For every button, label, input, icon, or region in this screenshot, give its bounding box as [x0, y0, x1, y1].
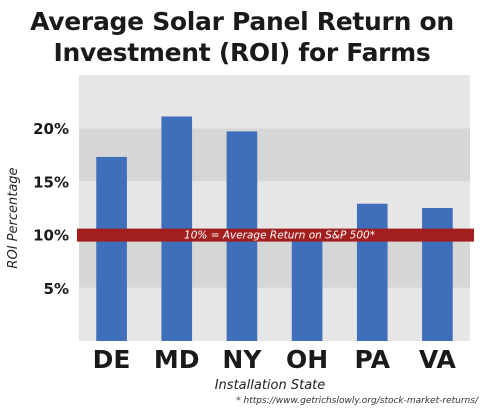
grid-band — [79, 287, 470, 341]
y-axis-label: ROI Percentage — [6, 167, 21, 268]
grid-band — [79, 128, 470, 182]
bar-oh — [291, 239, 323, 341]
x-tick-label: OH — [286, 345, 328, 374]
x-tick-label: MD — [154, 345, 200, 374]
x-tick-label: DE — [93, 345, 131, 374]
reference-label: 10% = Average Return on S&P 500* — [184, 230, 375, 242]
y-tick-labels: 5% 10% 15% 20% — [33, 120, 69, 298]
grid-bands — [79, 75, 470, 341]
bar-va — [422, 208, 453, 341]
x-tick-label: VA — [419, 345, 457, 374]
bar-de — [96, 156, 127, 341]
x-axis-label: Installation State — [215, 378, 326, 393]
x-tick-label: PA — [355, 345, 391, 374]
chart-title: Average Solar Panel Return on Investment… — [0, 6, 484, 68]
bar-pa — [356, 203, 388, 341]
reference-band — [77, 228, 474, 242]
grid-band — [79, 234, 470, 288]
y-tick-label: 20% — [33, 120, 69, 138]
grid-band — [79, 181, 470, 235]
y-tick-label: 5% — [44, 280, 69, 298]
grid-band — [79, 75, 470, 129]
title-line-1: Average Solar Panel Return on — [30, 7, 454, 36]
x-tick-label: NY — [222, 345, 262, 374]
title-line-2: Investment (ROI) for Farms — [53, 38, 431, 67]
y-tick-label: 15% — [33, 173, 69, 191]
x-tick-labels: DE MD NY OH PA VA — [93, 345, 457, 374]
y-tick-label: 10% — [33, 227, 69, 245]
reference-line: 10% = Average Return on S&P 500* — [77, 228, 474, 242]
footnote: * https://www.getrichslowly.org/stock-ma… — [236, 396, 478, 406]
